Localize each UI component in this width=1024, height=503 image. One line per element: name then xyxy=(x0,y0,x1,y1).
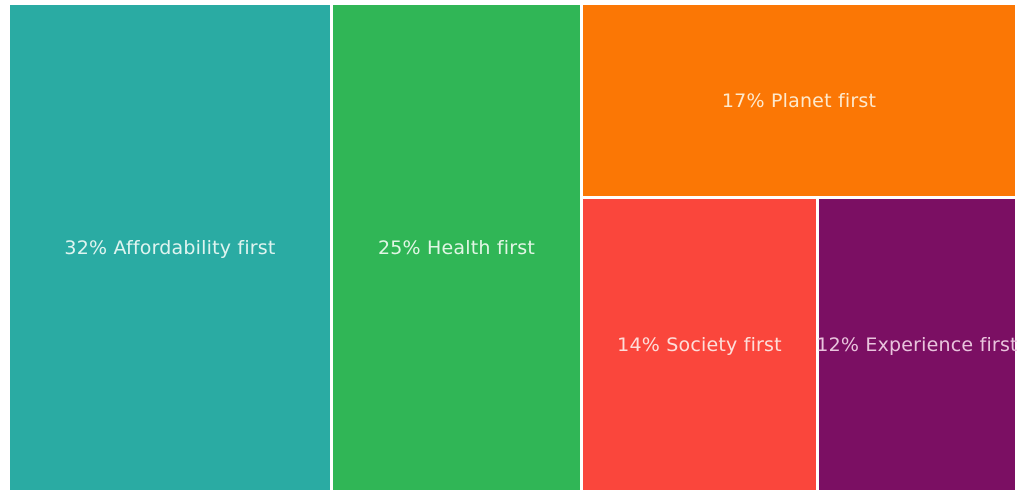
treemap-cell-society-first[interactable]: 14% Society first xyxy=(583,199,816,490)
treemap-cell-label: 25% Health first xyxy=(377,236,536,259)
treemap-cell-label: 32% Affordability first xyxy=(64,236,276,259)
treemap-cell-label: 14% Society first xyxy=(617,333,782,356)
treemap-cell-planet-first[interactable]: 17% Planet first xyxy=(583,5,1015,196)
treemap-cell-health-first[interactable]: 25% Health first xyxy=(333,5,580,490)
treemap-cell-label: 17% Planet first xyxy=(721,89,877,112)
treemap-cell-affordability-first[interactable]: 32% Affordability first xyxy=(10,5,330,490)
treemap-cell-experience-first[interactable]: 12% Experience first xyxy=(816,199,1018,490)
treemap-cell-label: 12% Experience first xyxy=(816,333,1018,356)
